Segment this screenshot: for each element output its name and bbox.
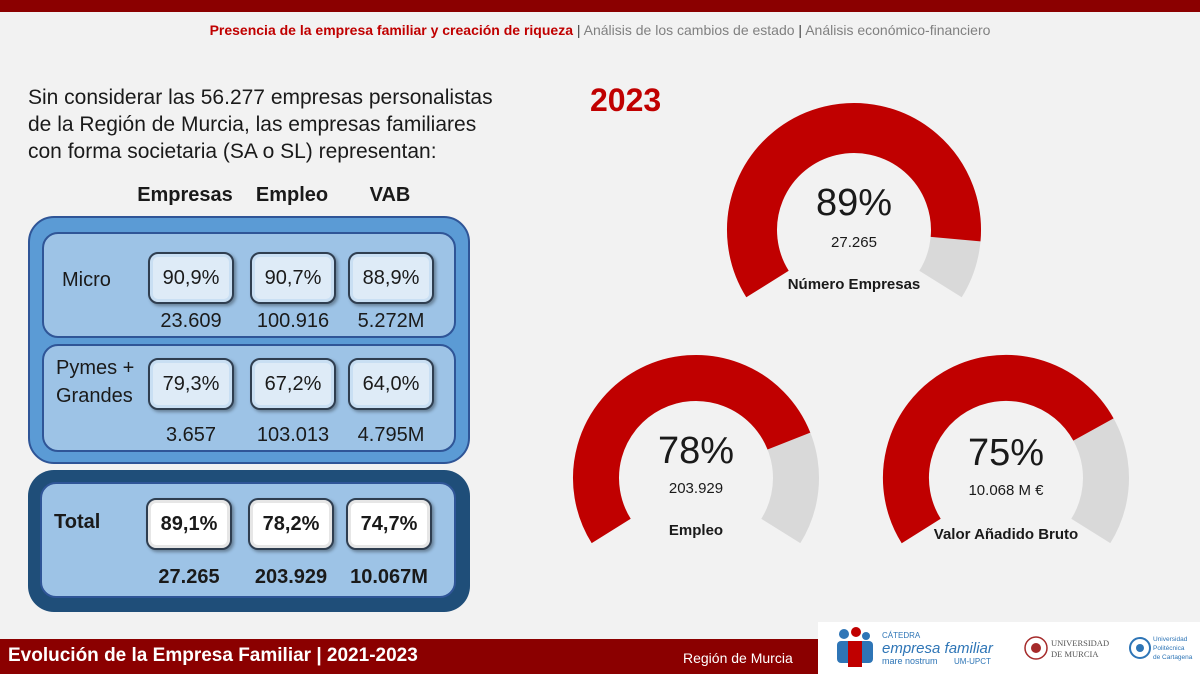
pct-pymes-empleo: 67,2% — [250, 358, 336, 410]
gauge-fill — [727, 103, 981, 298]
row-label-grandes: Grandes — [56, 385, 133, 407]
logos-graphic: CÁTEDRA empresa familiar mare nostrum UM… — [837, 627, 1193, 667]
row-label-micro: Micro — [62, 269, 111, 291]
pct-total-empleo: 78,2% — [248, 498, 334, 550]
gauge-percentage: 75% — [967, 432, 1045, 474]
num-total-vab: 10.067M — [350, 566, 428, 588]
column-header-vab: VAB — [369, 184, 411, 206]
gauge-chart — [882, 354, 1129, 544]
um-label-1: UNIVERSIDAD — [1051, 638, 1109, 648]
gauge-numero-empresas: 89% 27.265 Número Empresas — [726, 102, 982, 302]
upct-label-1: Universidad — [1153, 636, 1188, 643]
row-micro-panel: Micro 90,9% 90,7% 88,9% 23.609 100.916 5… — [42, 232, 456, 338]
num-micro-empresas: 23.609 — [160, 310, 222, 332]
pct-micro-empresas: 90,9% — [148, 252, 234, 304]
gauge-label: Valor Añadido Bruto — [933, 526, 1079, 543]
gauge-value: 203.929 — [668, 480, 724, 497]
section-navigation: Presencia de la empresa familiar y creac… — [0, 22, 1200, 38]
num-pymes-vab: 4.795M — [357, 424, 425, 446]
intro-line: Sin considerar las 56.277 empresas perso… — [28, 86, 493, 109]
pct-pymes-empresas: 79,3% — [148, 358, 234, 410]
row-pymes-panel: Pymes + Grandes 79,3% 67,2% 64,0% 3.657 … — [42, 344, 456, 452]
num-micro-empleo: 100.916 — [256, 310, 330, 332]
row-total-panel: Total 89,1% 78,2% 74,7% 27.265 203.929 1… — [40, 482, 456, 598]
catedra-logo-icon — [837, 627, 873, 667]
gauge-chart — [727, 103, 981, 298]
catedra-label: CÁTEDRA — [882, 631, 921, 640]
segments-panel: Micro 90,9% 90,7% 88,9% 23.609 100.916 5… — [28, 216, 470, 464]
pct-total-vab: 74,7% — [346, 498, 432, 550]
footer-bar — [0, 639, 818, 674]
logos-strip: CÁTEDRA empresa familiar mare nostrum UM… — [818, 622, 1200, 674]
gauge-label: Empleo — [668, 522, 724, 539]
pct-micro-empleo: 90,7% — [250, 252, 336, 304]
pct-pymes-vab: 64,0% — [348, 358, 434, 410]
nav-item-presencia[interactable]: Presencia de la empresa familiar y creac… — [209, 22, 573, 38]
gauge-fill — [573, 355, 811, 544]
top-accent-bar — [0, 0, 1200, 12]
gauge-label: Número Empresas — [787, 276, 921, 293]
upct-label-3: de Cartagena — [1153, 654, 1193, 661]
num-total-empleo: 203.929 — [254, 566, 328, 588]
column-header-empleo: Empleo — [255, 184, 329, 206]
num-total-empresas: 27.265 — [158, 566, 220, 588]
nav-separator: | — [794, 22, 806, 38]
total-panel: Total 89,1% 78,2% 74,7% 27.265 203.929 1… — [28, 470, 470, 612]
gauge-percentage: 89% — [815, 182, 893, 224]
intro-line: con forma societaria (SA o SL) represent… — [28, 140, 437, 163]
gauge-valor-anadido-bruto: 75% 10.068 M € Valor Añadido Bruto — [878, 352, 1134, 548]
gauge-fill — [882, 354, 1114, 544]
intro-text: Sin considerar las 56.277 empresas perso… — [28, 84, 528, 165]
row-label-pymes: Pymes + — [56, 357, 135, 379]
gauge-percentage: 78% — [657, 430, 735, 472]
footer-region: Región de Murcia — [683, 650, 793, 666]
pct-micro-vab: 88,9% — [348, 252, 434, 304]
upct-logo-icon — [1129, 637, 1151, 659]
column-header-empresas: Empresas — [137, 184, 233, 206]
um-label-2: DE MURCIA — [1051, 649, 1099, 659]
num-micro-vab: 5.272M — [357, 310, 425, 332]
gauge-empleo: 78% 203.929 Empleo — [568, 352, 824, 548]
intro-line: de la Región de Murcia, las empresas fam… — [28, 113, 477, 136]
footer-title: Evolución de la Empresa Familiar | 2021-… — [8, 645, 418, 666]
nav-item-economico-financiero[interactable]: Análisis económico-financiero — [805, 22, 991, 38]
upct-label-2: Politécnica — [1153, 645, 1185, 652]
gauge-value: 27.265 — [831, 234, 877, 251]
catedra-sub: mare nostrum — [882, 656, 938, 666]
gauge-value: 10.068 M € — [968, 482, 1044, 499]
gauge-chart — [573, 355, 819, 544]
um-logo-icon — [1024, 636, 1048, 660]
nav-separator: | — [572, 22, 584, 38]
pct-total-empresas: 89,1% — [146, 498, 232, 550]
catedra-sub2: UM-UPCT — [954, 657, 991, 666]
row-label-total: Total — [54, 511, 101, 533]
catedra-name: empresa familiar — [882, 640, 994, 657]
num-pymes-empleo: 103.013 — [256, 424, 330, 446]
nav-item-cambios-estado[interactable]: Análisis de los cambios de estado — [583, 22, 795, 38]
year-title: 2023 — [590, 82, 662, 118]
num-pymes-empresas: 3.657 — [165, 424, 217, 446]
